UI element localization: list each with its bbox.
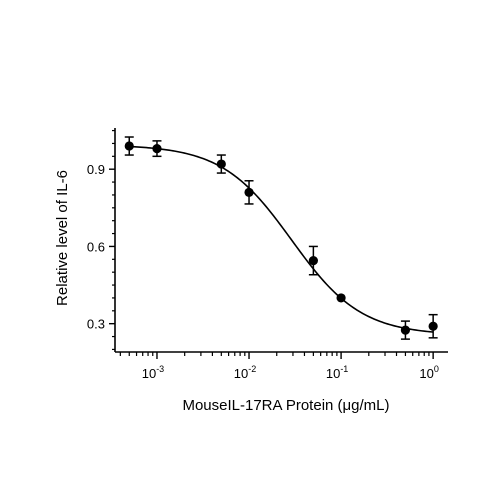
data-marker [216, 159, 226, 169]
data-point [428, 313, 438, 339]
x-axis-title: MouseIL-17RA Protein (μg/mL) [182, 397, 389, 414]
data-point [216, 154, 226, 174]
data-point [400, 320, 411, 340]
data-point [244, 180, 254, 205]
data-point [308, 245, 318, 276]
plot-area [124, 136, 438, 340]
y-axis: 0.3 0.6 0.9 [87, 128, 116, 352]
x-tick-label: 10-1 [326, 364, 348, 381]
fit-curve [129, 145, 434, 333]
y-axis-title: Relative level of IL-6 [54, 170, 71, 306]
x-tick-label: 10-3 [142, 364, 164, 381]
x-tick-label: 100 [419, 364, 438, 381]
x-ticks: 10-3 10-2 10-1 100 [119, 352, 439, 381]
data-marker [400, 325, 411, 335]
y-ticks: 0.3 0.6 0.9 [87, 129, 115, 351]
data-marker [152, 143, 162, 154]
data-point [152, 140, 162, 158]
data-marker [428, 321, 438, 331]
y-tick-label: 0.6 [87, 239, 105, 254]
y-tick-label: 0.3 [87, 317, 105, 332]
data-marker [244, 187, 254, 197]
x-axis: 10-3 10-2 10-1 100 [115, 351, 448, 381]
data-point [124, 136, 134, 156]
y-tick-label: 0.9 [87, 162, 105, 177]
data-marker [336, 293, 346, 303]
data-points [124, 136, 438, 340]
x-tick-label: 10-2 [234, 364, 256, 381]
data-marker [308, 255, 318, 266]
data-marker [124, 141, 134, 151]
data-point [336, 293, 346, 303]
